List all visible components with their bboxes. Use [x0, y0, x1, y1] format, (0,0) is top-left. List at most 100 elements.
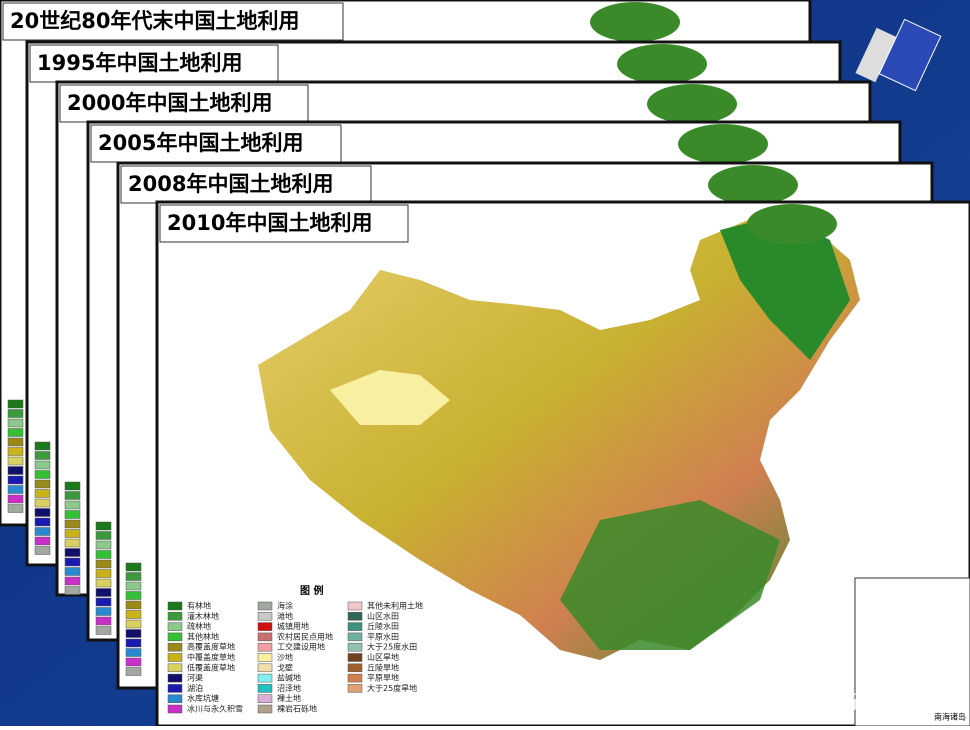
legend-swatch: [95, 550, 112, 559]
legend-swatch: [167, 673, 183, 683]
legend-swatch: [34, 527, 51, 536]
legend-swatch: [95, 616, 112, 626]
legend-swatch: [64, 576, 81, 586]
map-top: [647, 84, 737, 124]
legend-swatch: [34, 479, 51, 489]
legend-swatch: [167, 684, 183, 693]
legend-swatch: [257, 704, 273, 714]
legend-swatch: [64, 481, 81, 491]
legend-label: 河渠: [187, 673, 203, 683]
legend-swatch: [95, 597, 112, 607]
legend-swatch: [64, 510, 81, 519]
legend-swatch: [257, 622, 273, 631]
legend-swatch: [7, 494, 24, 504]
legend-label: 海涂: [277, 601, 293, 611]
legend-swatch: [167, 653, 183, 662]
legend-label: 城镇用地: [277, 621, 309, 631]
legend-swatch: [95, 531, 112, 540]
legend-label: 裸土地: [277, 693, 301, 703]
legend-label: 冰川与永久积雪: [187, 704, 243, 714]
legend-label: 高覆盖度草地: [187, 642, 235, 652]
legend-swatch: [125, 648, 142, 657]
map-forest-ne: [720, 215, 850, 360]
legend-swatch: [64, 567, 81, 576]
legend-swatch: [64, 519, 81, 529]
legend-swatch: [257, 632, 273, 642]
legend-swatch: [347, 653, 363, 662]
title-box: [29, 44, 279, 83]
legend-swatch: [64, 529, 81, 538]
legend-label: 山区水田: [367, 611, 399, 621]
legend-swatch: [125, 572, 142, 581]
card-title: 20世纪80年代末中国土地利用: [10, 9, 299, 33]
legend-swatch: [34, 441, 51, 451]
legend-swatch: [125, 581, 142, 591]
legend-swatch: [64, 491, 81, 500]
legend-swatch: [125, 591, 142, 600]
legend-swatch: [167, 704, 183, 714]
legend-swatch: [167, 601, 183, 611]
card-title: 2008年中国土地利用: [128, 172, 333, 196]
map-forest-s: [560, 500, 780, 650]
legend-swatch: [34, 546, 51, 555]
legend-swatch: [7, 475, 24, 485]
legend-label: 沼泽地: [277, 683, 301, 693]
legend-swatch: [347, 642, 363, 652]
map-top: [590, 2, 680, 42]
legend-swatch: [125, 657, 142, 667]
card-title: 1995年中国土地利用: [37, 51, 242, 75]
legend-swatch: [167, 612, 183, 621]
legend-swatch: [167, 622, 183, 631]
map-top: [678, 124, 768, 164]
legend-swatch: [7, 485, 24, 494]
inset-label: 南海诸岛: [934, 712, 966, 722]
legend-swatch: [95, 578, 112, 588]
legend-label: 水库坑塘: [187, 693, 219, 703]
legend-swatch: [7, 466, 24, 475]
legend-label: 平原旱地: [367, 673, 399, 683]
title-box: [90, 124, 342, 163]
legend-swatch: [167, 642, 183, 652]
legend-label: 中覆盖度草地: [187, 652, 235, 662]
legend-swatch: [95, 607, 112, 616]
legend-swatch: [95, 569, 112, 578]
legend-swatch: [347, 663, 363, 673]
legend-label: 工交建设用地: [277, 642, 325, 652]
legend-swatch: [34, 470, 51, 479]
legend-swatch: [7, 447, 24, 456]
legend-swatch: [347, 601, 363, 611]
legend-swatch: [257, 642, 273, 652]
legend-swatch: [125, 600, 142, 610]
card-title: 2010年中国土地利用: [167, 211, 372, 235]
legend-swatch: [34, 498, 51, 508]
legend-label: 其他未利用土地: [367, 601, 423, 611]
legend-swatch: [34, 489, 51, 498]
legend-swatch: [125, 619, 142, 629]
legend-swatch: [95, 626, 112, 635]
legend-title: 图 例: [300, 584, 323, 597]
legend-swatch: [257, 663, 273, 673]
legend-swatch: [125, 610, 142, 619]
title-box: [120, 165, 372, 204]
legend-swatch: [64, 538, 81, 548]
legend-swatch: [95, 540, 112, 550]
legend-swatch: [257, 684, 273, 693]
legend-swatch: [347, 632, 363, 642]
legend-swatch: [34, 508, 51, 517]
legend-label: 滩地: [277, 611, 293, 621]
legend-swatch: [34, 451, 51, 460]
legend-swatch: [257, 653, 273, 662]
legend-swatch: [347, 684, 363, 693]
legend-swatch: [34, 536, 51, 546]
legend-swatch: [95, 521, 112, 531]
legend-swatch: [7, 437, 24, 447]
legend-swatch: [7, 399, 24, 409]
legend-swatch: [125, 667, 142, 676]
legend-label: 湖泊: [187, 683, 203, 693]
satellite: [855, 18, 942, 92]
legend-swatch: [167, 694, 183, 703]
legend-swatch: [95, 559, 112, 569]
legend-swatch: [347, 612, 363, 621]
legend-swatch: [64, 557, 81, 567]
